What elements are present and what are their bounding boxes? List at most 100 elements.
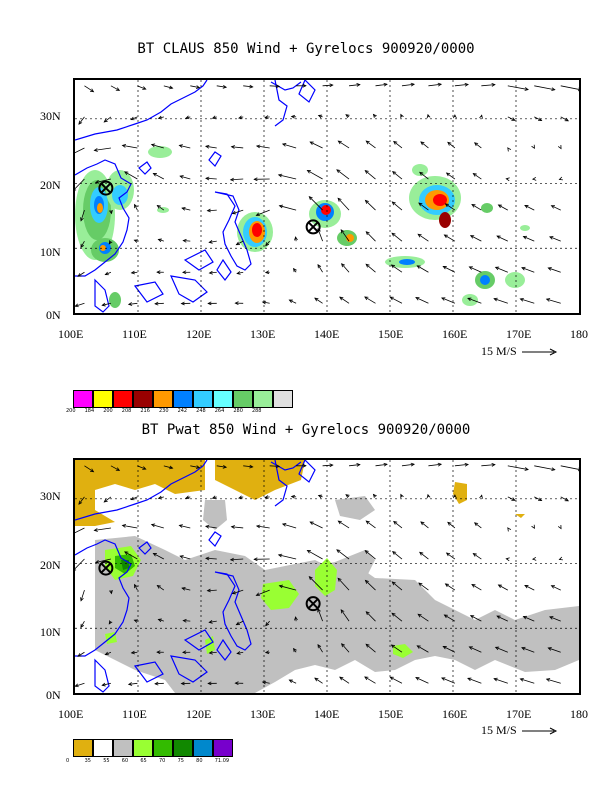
- wind-arrow: [534, 116, 543, 122]
- precipitable-water-shading: [75, 460, 579, 693]
- wind-arrow: [185, 115, 191, 120]
- wind-arrow: [309, 141, 323, 149]
- panel1-lat-label: 0N: [46, 308, 61, 322]
- panel2-gyre-markers: [98, 560, 321, 612]
- colorbar-tick-label: 248: [196, 408, 206, 414]
- wind-arrow: [496, 235, 508, 242]
- wind-arrow: [558, 176, 563, 181]
- wind-arrow: [521, 646, 535, 653]
- wind-arrow: [441, 297, 456, 304]
- wind-arrow: [156, 584, 165, 591]
- wind-arrow: [157, 618, 164, 623]
- panel1-map[interactable]: [73, 78, 581, 315]
- wind-arrow: [417, 233, 429, 242]
- wind-arrow: [104, 651, 112, 656]
- panel2-colorbar: [73, 739, 233, 757]
- wind-arrow: [269, 464, 281, 469]
- wind-arrow: [496, 615, 508, 622]
- colorbar-swatch: [73, 390, 93, 408]
- wind-arrow: [179, 555, 191, 560]
- panel1-lon-label: 160E: [442, 327, 468, 341]
- wind-arrow: [208, 620, 217, 624]
- wind-arrow: [420, 141, 429, 149]
- wind-arrow: [234, 681, 244, 686]
- wind-arrow: [78, 496, 85, 505]
- wind-arrow: [375, 462, 388, 467]
- wind-arrow: [549, 236, 561, 242]
- wind-arrow: [560, 496, 570, 502]
- colorbar-swatch: [173, 739, 193, 757]
- wind-arrow: [93, 527, 111, 532]
- wind-arrow: [507, 116, 516, 121]
- wind-arrow: [400, 113, 404, 119]
- wind-arrow: [341, 643, 350, 653]
- wind-arrow: [207, 301, 217, 306]
- wind-arrow: [190, 465, 201, 469]
- wind-arrow: [545, 298, 561, 304]
- wind-arrow: [505, 557, 510, 562]
- wind-arrow: [308, 196, 323, 211]
- wind-arrow: [445, 552, 456, 560]
- wind-arrow: [392, 550, 403, 560]
- panel1-lat-label: 30N: [40, 109, 61, 123]
- wind-arrow: [531, 556, 537, 561]
- colorbar-tick-label: 35: [84, 758, 91, 764]
- wind-arrow: [507, 527, 512, 532]
- wind-arrow: [308, 576, 323, 591]
- wind-arrow: [157, 238, 164, 243]
- panel1-lon-label: 110E: [122, 327, 147, 341]
- wind-arrow: [469, 235, 482, 242]
- wind-arrow: [150, 143, 164, 149]
- colorbar-tick-label: 216: [140, 408, 150, 414]
- panel2-colorbar-ticks: 0 35 55 60 65 70 75 80 71.09: [66, 758, 233, 764]
- panel2-lon-label: 160E: [442, 707, 468, 721]
- wind-arrow: [236, 271, 244, 275]
- wind-arrow: [152, 173, 165, 180]
- wind-arrow: [77, 651, 85, 657]
- wind-arrow: [264, 115, 270, 119]
- panel2-lon-label: 140E: [314, 707, 340, 721]
- wind-arrow: [453, 494, 457, 499]
- wind-arrow: [337, 520, 350, 529]
- wind-arrow: [428, 462, 443, 467]
- colorbar-swatch: [253, 390, 273, 408]
- wind-arrow: [524, 204, 535, 211]
- wind-arrow: [522, 615, 535, 622]
- wind-arrow: [238, 495, 244, 500]
- wind-arrow: [428, 82, 443, 87]
- wind-arrow: [75, 527, 85, 534]
- wind-arrow: [101, 682, 111, 687]
- panel2-map[interactable]: [73, 458, 581, 695]
- wind-arrow: [471, 204, 482, 211]
- gyre-location-icon: [98, 180, 114, 196]
- panel2-lat-label: 20N: [40, 558, 61, 572]
- panel2-lon-label: 110E: [122, 707, 147, 721]
- wind-arrow: [481, 462, 496, 467]
- wind-arrow: [127, 682, 138, 686]
- colorbar-tick-label: 200: [103, 408, 113, 414]
- wind-arrow: [445, 172, 456, 180]
- wind-arrow: [230, 145, 244, 149]
- wind-arrow: [416, 265, 429, 273]
- wind-arrow: [322, 83, 334, 88]
- wind-arrow: [372, 113, 377, 118]
- colorbar-swatch: [93, 390, 113, 408]
- panel2-map-canvas: [75, 460, 579, 693]
- wind-arrow: [401, 82, 416, 87]
- wind-arrow: [255, 524, 270, 529]
- wind-arrow: [130, 116, 138, 121]
- wind-arrow: [317, 643, 323, 653]
- wind-arrow: [243, 464, 254, 469]
- wind-arrow: [364, 169, 376, 180]
- wind-arrow: [447, 141, 456, 149]
- wind-arrow: [337, 577, 350, 591]
- wind-arrow: [390, 644, 403, 653]
- wind-arrow: [261, 680, 270, 685]
- wind-arrow: [278, 204, 297, 211]
- wind-arrow: [349, 463, 361, 467]
- wind-arrow: [154, 681, 164, 686]
- wind-arrow: [108, 240, 113, 245]
- colorbar-tick-label: 75: [177, 758, 184, 764]
- wind-arrow: [281, 143, 297, 149]
- wind-arrow: [253, 177, 270, 182]
